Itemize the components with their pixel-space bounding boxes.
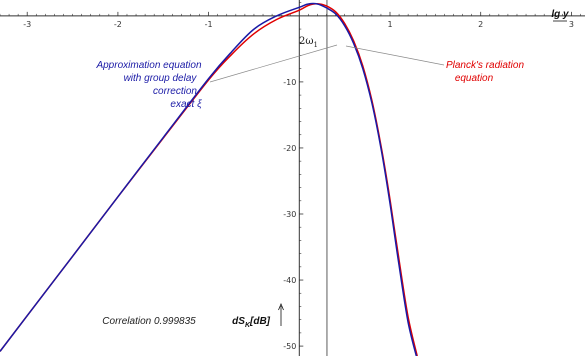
x-axis-label: lg y <box>551 9 569 20</box>
chart-text: Approximation equation with group delay … <box>23 9 574 351</box>
x-tick-label: 3 <box>569 20 574 29</box>
annotation-approx-line-2: with group delay <box>124 73 198 84</box>
series-planck-line <box>0 4 417 356</box>
x-tick-label: 1 <box>387 20 392 29</box>
annotation-planck-line-1: Planck's radiation <box>446 60 525 71</box>
y-tick-label: -40 <box>283 276 296 285</box>
peak-marker-label: 2ω1 <box>299 36 318 49</box>
y-axis-label-main: dS <box>232 316 245 327</box>
y-axis-label: dSK[dB] <box>232 316 271 329</box>
y-tick-label: -30 <box>283 210 296 219</box>
peak-marker-label-main: 2ω <box>299 36 314 47</box>
series-approximation-line <box>0 4 417 356</box>
annotation-approx-line-1: Approximation equation <box>95 60 202 71</box>
annotation-approx-line-4: exact ξ <box>170 99 202 110</box>
y-tick-label: -50 <box>283 342 296 351</box>
y-tick-label: -20 <box>283 144 296 153</box>
x-tick-label: 2 <box>478 20 483 29</box>
annotation-pointer-approx <box>210 45 337 82</box>
correlation-label: Correlation 0.999835 <box>102 316 196 327</box>
curves <box>0 4 417 356</box>
y-tick-label: -10 <box>283 78 296 87</box>
x-tick-label: -1 <box>205 20 213 29</box>
annotation-approx-line-3: correction <box>153 86 197 97</box>
peak-marker-label-sub: 1 <box>314 41 318 49</box>
x-tick-label: -3 <box>23 20 31 29</box>
tick-marks <box>0 3 580 346</box>
y-axis-label-suffix: [dB] <box>249 316 271 327</box>
x-tick-label: -2 <box>114 20 122 29</box>
annotation-planck-line-2: equation <box>455 73 494 84</box>
